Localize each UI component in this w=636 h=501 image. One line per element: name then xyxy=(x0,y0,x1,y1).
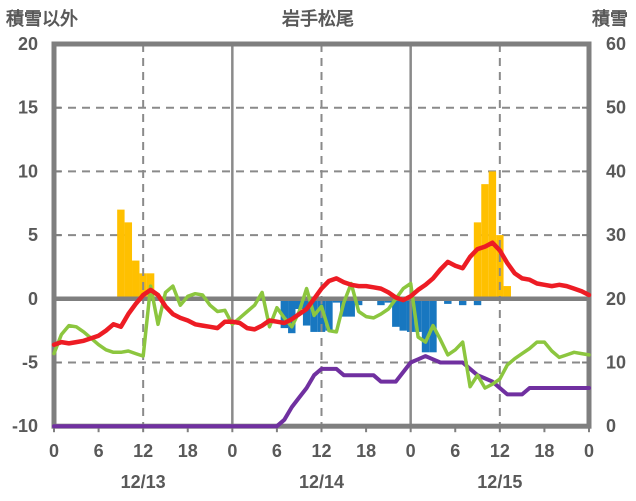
hour-label: 6 xyxy=(94,441,104,461)
orange-bar xyxy=(503,286,511,299)
hour-label: 6 xyxy=(272,441,282,461)
left-axis-tick-label: -5 xyxy=(22,353,38,373)
orange-bar xyxy=(488,171,497,299)
blue-bar xyxy=(354,298,363,306)
left-axis-tick-label: 0 xyxy=(28,289,38,309)
hour-label: 0 xyxy=(406,441,416,461)
blue-bar xyxy=(325,298,333,331)
orange-bar xyxy=(496,235,504,299)
purple-line xyxy=(52,354,591,429)
blue-bar xyxy=(280,298,289,329)
right-axis-tick-label: 30 xyxy=(606,225,626,245)
date-label: 12/13 xyxy=(121,472,166,492)
green-line xyxy=(52,281,591,390)
left-axis-tick-label: 15 xyxy=(18,98,38,118)
orange-bar xyxy=(117,209,125,299)
orange-bar xyxy=(473,222,482,299)
blue-bar xyxy=(444,298,452,304)
hour-label: 18 xyxy=(356,441,376,461)
hour-label: 6 xyxy=(450,441,460,461)
right-axis-tick-label: 50 xyxy=(606,98,626,118)
blue-bar xyxy=(473,298,482,306)
orange-bar xyxy=(481,184,489,299)
blue-bar xyxy=(347,298,355,317)
chart-title: 岩手松尾 xyxy=(282,9,354,29)
hour-label: 0 xyxy=(49,441,59,461)
blue-bar xyxy=(414,298,422,332)
blue-bar xyxy=(295,298,303,309)
blue-bar xyxy=(302,298,311,326)
right-axis-tick-label: 10 xyxy=(606,353,626,373)
hour-label: 12 xyxy=(490,441,510,461)
date-label: 12/14 xyxy=(299,472,344,492)
left-axis-title: 積雪以外 xyxy=(6,9,78,29)
blue-bar xyxy=(288,298,296,334)
hour-label: 0 xyxy=(584,441,594,461)
red-line xyxy=(51,240,592,347)
date-label: 12/15 xyxy=(477,472,522,492)
right-axis-tick-label: 60 xyxy=(606,34,626,54)
left-axis-tick-label: 10 xyxy=(18,161,38,181)
right-axis-tick-label: 40 xyxy=(606,161,626,181)
hour-label: 0 xyxy=(227,441,237,461)
blue-bar xyxy=(392,298,400,327)
right-axis-tick-label: 0 xyxy=(606,416,616,436)
orange-bar xyxy=(132,260,140,299)
blue-bar xyxy=(458,298,467,306)
hour-label: 12 xyxy=(133,441,153,461)
left-axis-tick-label: 20 xyxy=(18,34,38,54)
blue-bar xyxy=(399,298,407,331)
left-axis-tick-label: 5 xyxy=(28,225,38,245)
blue-bar xyxy=(377,298,385,306)
hour-label: 18 xyxy=(534,441,554,461)
hour-label: 18 xyxy=(178,441,198,461)
blue-bar xyxy=(421,298,430,353)
left-axis-tick-label: -10 xyxy=(12,416,38,436)
right-axis-title: 積雪 xyxy=(592,9,628,29)
orange-bar xyxy=(124,222,133,299)
right-axis-tick-label: 20 xyxy=(606,289,626,309)
hour-label: 12 xyxy=(311,441,331,461)
